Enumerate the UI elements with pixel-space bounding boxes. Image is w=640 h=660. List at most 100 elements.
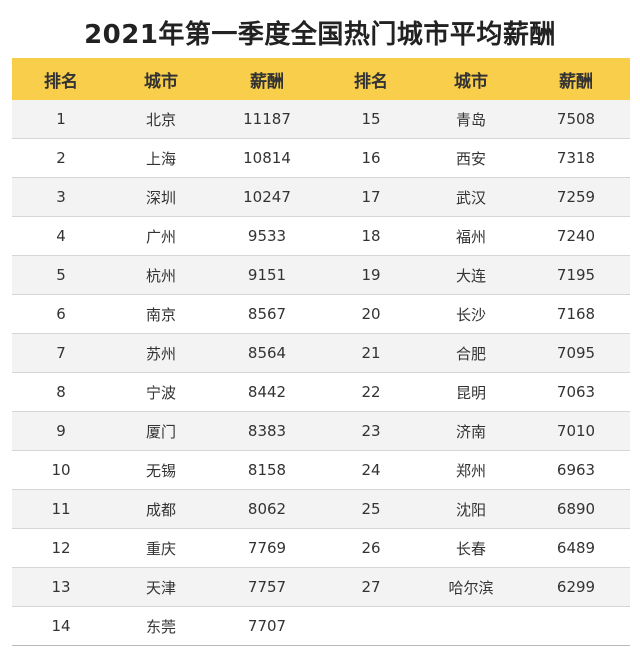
salary-cell: 11187 — [212, 100, 322, 139]
city-cell: 沈阳 — [420, 489, 522, 529]
rank-cell: 5 — [12, 255, 110, 295]
table-row: 5 杭州 9151 19 大连 7195 — [12, 255, 630, 295]
header-salary-left: 薪酬 — [212, 58, 322, 100]
salary-cell: 8442 — [212, 372, 322, 412]
city-cell: 大连 — [420, 255, 522, 295]
city-cell: 深圳 — [110, 177, 212, 217]
table-row: 1 北京 11187 15 青岛 7508 — [12, 100, 630, 139]
table-row: 14 东莞 7707 — [12, 606, 630, 646]
salary-cell: 7095 — [522, 333, 630, 373]
header-salary-right: 薪酬 — [522, 58, 630, 100]
rank-cell: 11 — [12, 489, 110, 529]
salary-cell: 10247 — [212, 177, 322, 217]
city-cell: 郑州 — [420, 450, 522, 490]
city-cell: 济南 — [420, 411, 522, 451]
rank-cell: 21 — [322, 333, 420, 373]
salary-cell: 8567 — [212, 294, 322, 334]
rank-cell: 16 — [322, 138, 420, 178]
city-cell: 无锡 — [110, 450, 212, 490]
salary-cell: 9533 — [212, 216, 322, 256]
city-cell — [420, 606, 522, 646]
table-row: 2 上海 10814 16 西安 7318 — [12, 138, 630, 178]
page-title: 2021年第一季度全国热门城市平均薪酬 — [84, 20, 556, 50]
rank-cell: 22 — [322, 372, 420, 412]
city-cell: 西安 — [420, 138, 522, 178]
salary-cell: 6963 — [522, 450, 630, 490]
rank-cell: 14 — [12, 606, 110, 646]
city-cell: 长沙 — [420, 294, 522, 334]
city-cell: 武汉 — [420, 177, 522, 217]
table-header-row: 排名 城市 薪酬 排名 城市 薪酬 — [12, 58, 630, 100]
city-cell: 上海 — [110, 138, 212, 178]
city-cell: 南京 — [110, 294, 212, 334]
salary-cell: 6890 — [522, 489, 630, 529]
city-cell: 东莞 — [110, 606, 212, 646]
city-cell: 苏州 — [110, 333, 212, 373]
salary-cell: 8062 — [212, 489, 322, 529]
rank-cell: 9 — [12, 411, 110, 451]
salary-cell: 7508 — [522, 100, 630, 139]
header-rank-left: 排名 — [12, 58, 110, 100]
rank-cell: 12 — [12, 528, 110, 568]
table-row: 10 无锡 8158 24 郑州 6963 — [12, 450, 630, 490]
city-cell: 昆明 — [420, 372, 522, 412]
rank-cell — [322, 606, 420, 646]
salary-cell: 7010 — [522, 411, 630, 451]
salary-cell: 10814 — [212, 138, 322, 178]
salary-cell: 7063 — [522, 372, 630, 412]
salary-cell: 9151 — [212, 255, 322, 295]
table-row: 9 厦门 8383 23 济南 7010 — [12, 411, 630, 451]
salary-cell: 7707 — [212, 606, 322, 646]
header-city-left: 城市 — [110, 58, 212, 100]
salary-cell: 7168 — [522, 294, 630, 334]
city-cell: 青岛 — [420, 100, 522, 139]
city-cell: 长春 — [420, 528, 522, 568]
rank-cell: 25 — [322, 489, 420, 529]
salary-cell: 7769 — [212, 528, 322, 568]
salary-cell: 8564 — [212, 333, 322, 373]
salary-cell: 7757 — [212, 567, 322, 607]
city-cell: 宁波 — [110, 372, 212, 412]
rank-cell: 23 — [322, 411, 420, 451]
salary-cell — [522, 606, 630, 646]
city-cell: 厦门 — [110, 411, 212, 451]
rank-cell: 17 — [322, 177, 420, 217]
city-cell: 合肥 — [420, 333, 522, 373]
salary-cell: 7240 — [522, 216, 630, 256]
rank-cell: 13 — [12, 567, 110, 607]
table-row: 7 苏州 8564 21 合肥 7095 — [12, 333, 630, 373]
city-cell: 福州 — [420, 216, 522, 256]
rank-cell: 8 — [12, 372, 110, 412]
city-cell: 哈尔滨 — [420, 567, 522, 607]
rank-cell: 20 — [322, 294, 420, 334]
table-row: 12 重庆 7769 26 长春 6489 — [12, 528, 630, 568]
rank-cell: 1 — [12, 100, 110, 139]
rank-cell: 27 — [322, 567, 420, 607]
salary-table: 排名 城市 薪酬 排名 城市 薪酬 1 北京 11187 15 青岛 7508 2 上海 108… — [12, 58, 630, 646]
rank-cell: 7 — [12, 333, 110, 373]
rank-cell: 2 — [12, 138, 110, 178]
table-row: 11 成都 8062 25 沈阳 6890 — [12, 489, 630, 529]
table-row: 8 宁波 8442 22 昆明 7063 — [12, 372, 630, 412]
salary-cell: 8383 — [212, 411, 322, 451]
rank-cell: 26 — [322, 528, 420, 568]
salary-cell: 6489 — [522, 528, 630, 568]
rank-cell: 15 — [322, 100, 420, 139]
table-row: 4 广州 9533 18 福州 7240 — [12, 216, 630, 256]
salary-cell: 7318 — [522, 138, 630, 178]
header-rank-right: 排名 — [322, 58, 420, 100]
city-cell: 杭州 — [110, 255, 212, 295]
table-row: 6 南京 8567 20 长沙 7168 — [12, 294, 630, 334]
rank-cell: 19 — [322, 255, 420, 295]
rank-cell: 24 — [322, 450, 420, 490]
city-cell: 成都 — [110, 489, 212, 529]
rank-cell: 6 — [12, 294, 110, 334]
salary-cell: 7195 — [522, 255, 630, 295]
salary-cell: 7259 — [522, 177, 630, 217]
salary-cell: 8158 — [212, 450, 322, 490]
rank-cell: 18 — [322, 216, 420, 256]
city-cell: 北京 — [110, 100, 212, 139]
rank-cell: 10 — [12, 450, 110, 490]
rank-cell: 3 — [12, 177, 110, 217]
